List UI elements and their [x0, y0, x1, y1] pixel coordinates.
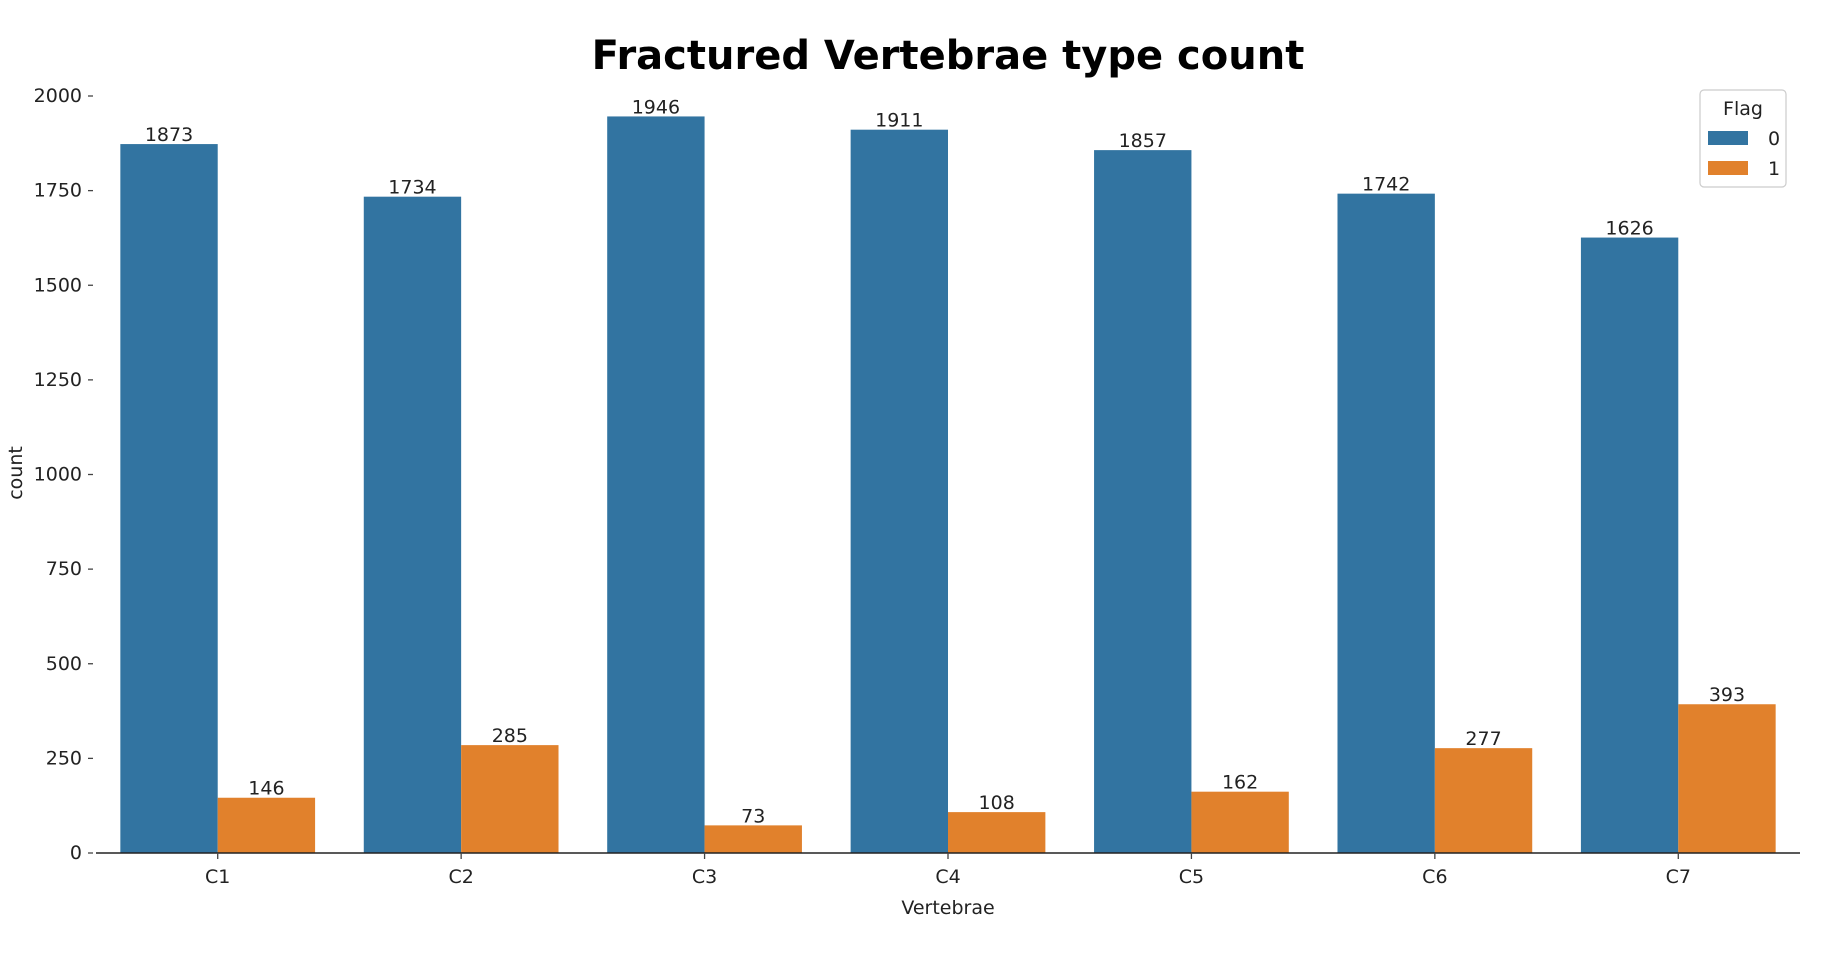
bar-c4-flag-1 [948, 812, 1046, 853]
x-tick-label-c2: C2 [448, 866, 473, 888]
bar-c3-flag-0 [607, 116, 705, 853]
x-axis: C1 C2 C3 C4 C5 C6 C7 [96, 852, 1800, 888]
legend-label-flag-1: 1 [1768, 158, 1780, 180]
bar-c2-flag-1 [461, 745, 559, 853]
data-label-c2-flag-0: 1734 [388, 177, 436, 199]
y-tick-label: 0 [70, 842, 82, 864]
bar-c7-flag-1 [1678, 704, 1776, 853]
legend-label-flag-0: 0 [1768, 128, 1780, 150]
data-label-c4-flag-1: 108 [979, 792, 1015, 814]
data-label-c6-flag-0: 1742 [1362, 174, 1410, 196]
y-axis: 0 250 500 750 1000 1250 1500 1750 2000 [34, 85, 93, 864]
legend-swatch-flag-0 [1708, 131, 1748, 145]
x-tick-label-c4: C4 [935, 866, 960, 888]
y-tick-label: 1750 [34, 180, 82, 202]
bar-c4-flag-0 [850, 129, 948, 853]
y-tick-label: 250 [46, 747, 82, 769]
data-label-c7-flag-1: 393 [1709, 684, 1745, 706]
y-tick-label: 750 [46, 558, 82, 580]
data-label-c1-flag-0: 1873 [145, 124, 193, 146]
y-tick-label: 1000 [34, 464, 82, 486]
data-label-c1-flag-1: 146 [248, 778, 284, 800]
data-label-c2-flag-1: 285 [492, 725, 528, 747]
data-label-c6-flag-1: 277 [1465, 728, 1501, 750]
y-axis-label: count [5, 446, 27, 500]
data-label-c5-flag-0: 1857 [1119, 130, 1167, 152]
legend-swatch-flag-1 [1708, 161, 1748, 175]
bar-c6-flag-0 [1337, 193, 1435, 853]
data-label-c4-flag-0: 1911 [875, 110, 923, 132]
data-label-c3-flag-1: 73 [741, 805, 765, 827]
data-label-c3-flag-0: 1946 [632, 96, 680, 118]
x-tick-label-c5: C5 [1179, 866, 1204, 888]
plot-area: 1873 1734 1946 1911 1857 1742 1626 146 285 73 108 1… [120, 96, 1776, 854]
x-tick-label-c7: C7 [1666, 866, 1691, 888]
bar-c5-flag-0 [1094, 150, 1192, 854]
y-tick-label: 500 [46, 653, 82, 675]
legend-title: Flag [1723, 98, 1763, 120]
bar-c5-flag-1 [1191, 791, 1289, 853]
x-tick-label-c3: C3 [692, 866, 717, 888]
bar-c6-flag-1 [1434, 748, 1533, 853]
bar-c3-flag-1 [704, 825, 802, 853]
y-tick-label: 1250 [34, 369, 82, 391]
data-label-c7-flag-0: 1626 [1605, 218, 1653, 240]
y-tick-label: 1500 [34, 274, 82, 296]
data-label-c5-flag-1: 162 [1222, 772, 1258, 794]
x-tick-label-c1: C1 [205, 866, 230, 888]
bar-c1-flag-1 [217, 797, 316, 853]
y-tick-label: 2000 [34, 85, 82, 107]
bar-c1-flag-0 [120, 144, 218, 853]
x-tick-label-c6: C6 [1422, 866, 1447, 888]
chart-title: Fractured Vertebrae type count [592, 33, 1305, 79]
x-axis-label: Vertebrae [901, 897, 994, 919]
bar-c2-flag-0 [363, 196, 462, 853]
bar-c7-flag-0 [1580, 237, 1679, 853]
